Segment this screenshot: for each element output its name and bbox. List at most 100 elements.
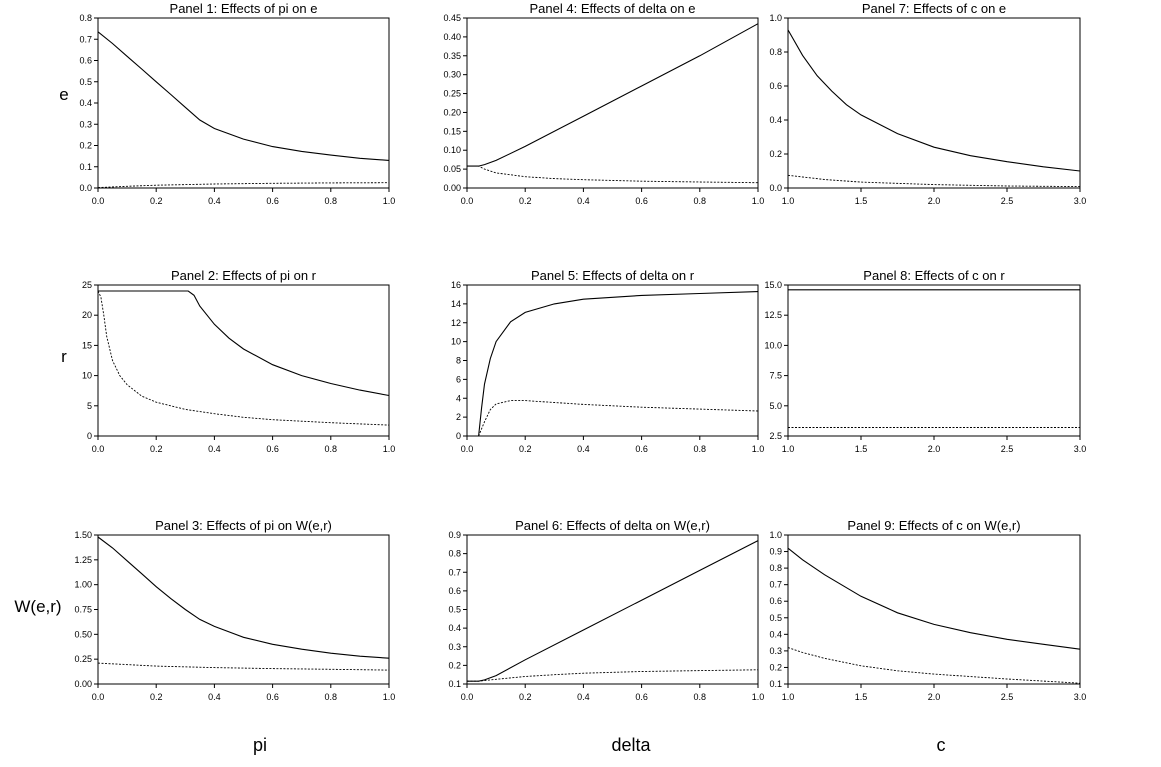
panel-9-ytick-label: 0.9: [769, 547, 782, 557]
panel-9-xtick-label: 1.0: [782, 692, 795, 702]
panel-6-ytick-label: 0.2: [448, 660, 461, 670]
panel-6-xtick-label: 0.6: [635, 692, 648, 702]
panel-9-ytick-label: 0.8: [769, 563, 782, 573]
column-label-c: c: [937, 735, 946, 755]
panel-7-xtick-label: 2.0: [928, 196, 941, 206]
panel-8-title: Panel 8: Effects of c on r: [863, 268, 1005, 283]
panel-5-ytick-label: 10: [451, 337, 461, 347]
panel-3-solid-line: [97, 536, 390, 659]
panel-5-xtick-label: 0.6: [635, 444, 648, 454]
panel-7-title: Panel 7: Effects of c on e: [862, 1, 1006, 16]
panel-2-title: Panel 2: Effects of pi on r: [171, 268, 317, 283]
panel-4-xtick-label: 0.6: [635, 196, 648, 206]
panel-9-ytick-label: 0.6: [769, 596, 782, 606]
panel-9-xtick-label: 3.0: [1074, 692, 1087, 702]
panel-2-xtick-label: 0.2: [150, 444, 163, 454]
panel-8-xtick-label: 3.0: [1074, 444, 1087, 454]
panel-4-ytick-label: 0.45: [443, 13, 461, 23]
panel-7-xtick-label: 3.0: [1074, 196, 1087, 206]
panel-3-xtick-label: 1.0: [383, 692, 396, 702]
panel-2-xtick-label: 0.0: [92, 444, 105, 454]
panel-3-ytick-label: 1.00: [74, 580, 92, 590]
panel-9-xtick-label: 1.5: [855, 692, 868, 702]
panel-3-ytick-label: 0.25: [74, 654, 92, 664]
panel-7-xtick-label: 2.5: [1001, 196, 1014, 206]
panel-5-ytick-label: 6: [456, 374, 461, 384]
panel-3-xtick-label: 0.2: [150, 692, 163, 702]
panel-4-frame: [466, 17, 759, 189]
panel-2-ytick-label: 20: [82, 310, 92, 320]
panel-9-ytick-label: 0.3: [769, 646, 782, 656]
panel-6-xtick-label: 0.2: [519, 692, 532, 702]
panel-5-title: Panel 5: Effects of delta on r: [531, 268, 695, 283]
column-label-pi: pi: [253, 735, 267, 755]
panel-5-xtick-label: 0.2: [519, 444, 532, 454]
panel-6-title: Panel 6: Effects of delta on W(e,r): [515, 518, 710, 533]
panel-6-ytick-label: 0.4: [448, 623, 461, 633]
panel-4-ytick-label: 0.40: [443, 32, 461, 42]
panel-5-solid-line: [478, 291, 759, 437]
panel-6-ytick-label: 0.9: [448, 530, 461, 540]
panel-1-xtick-label: 0.6: [266, 196, 279, 206]
panel-8-xtick-label: 1.5: [855, 444, 868, 454]
panel-4-ytick-label: 0.10: [443, 145, 461, 155]
panel-9-ytick-label: 0.4: [769, 629, 782, 639]
panel-6-ytick-label: 0.3: [448, 642, 461, 652]
panel-7-ytick-label: 0.2: [769, 149, 782, 159]
panel-2-xtick-label: 0.4: [208, 444, 221, 454]
panel-2-xtick-label: 0.6: [266, 444, 279, 454]
panel-5-dashed-line: [478, 400, 759, 437]
panel-8-ytick-label: 15.0: [764, 280, 782, 290]
panel-7-ytick-label: 0.8: [769, 47, 782, 57]
panel-3-ytick-label: 0.75: [74, 605, 92, 615]
panel-5-xtick-label: 0.8: [694, 444, 707, 454]
panel-7-ytick-label: 0.6: [769, 81, 782, 91]
panel-8-xtick-label: 2.0: [928, 444, 941, 454]
panel-1-ytick-label: 0.5: [79, 77, 92, 87]
panel-6-solid-line: [467, 540, 759, 682]
panel-8-ytick-label: 10.0: [764, 340, 782, 350]
panel-5-ytick-label: 0: [456, 431, 461, 441]
panel-9-frame: [787, 534, 1081, 685]
panel-1-xtick-label: 1.0: [383, 196, 396, 206]
panel-9-xtick-label: 2.5: [1001, 692, 1014, 702]
panel-7-solid-line: [787, 29, 1081, 172]
panel-1-solid-line: [97, 31, 390, 161]
panel-1-xtick-label: 0.8: [325, 196, 338, 206]
panel-4-ytick-label: 0.25: [443, 89, 461, 99]
panel-9-ytick-label: 0.5: [769, 613, 782, 623]
panel-4-dashed-line: [467, 165, 759, 184]
panel-1-xtick-label: 0.2: [150, 196, 163, 206]
panel-1-title: Panel 1: Effects of pi on e: [170, 1, 318, 16]
panel-6-ytick-label: 0.6: [448, 586, 461, 596]
panel-1-dashed-line: [97, 182, 390, 189]
panel-4-xtick-label: 0.4: [577, 196, 590, 206]
panel-4-xtick-label: 0.0: [461, 196, 474, 206]
panel-9-ytick-label: 0.7: [769, 580, 782, 590]
panel-4-title: Panel 4: Effects of delta on e: [530, 1, 696, 16]
panel-5-ytick-label: 2: [456, 412, 461, 422]
panel-1-ytick-label: 0.7: [79, 34, 92, 44]
panel-3-title: Panel 3: Effects of pi on W(e,r): [155, 518, 332, 533]
panel-8-frame: [787, 284, 1081, 437]
panel-4-ytick-label: 0.20: [443, 107, 461, 117]
panel-9-ytick-label: 0.2: [769, 662, 782, 672]
panel-2-xtick-label: 0.8: [325, 444, 338, 454]
panel-1-ytick-label: 0.8: [79, 13, 92, 23]
panel-7-frame: [787, 17, 1081, 189]
panel-1-ytick-label: 0.4: [79, 98, 92, 108]
panel-3-ytick-label: 1.50: [74, 530, 92, 540]
panel-9-solid-line: [787, 547, 1081, 650]
panel-3-xtick-label: 0.4: [208, 692, 221, 702]
column-label-delta: delta: [611, 735, 651, 755]
panel-4-xtick-label: 0.2: [519, 196, 532, 206]
panel-7-xtick-label: 1.5: [855, 196, 868, 206]
panel-4-solid-line: [467, 23, 759, 167]
panel-5-ytick-label: 16: [451, 280, 461, 290]
panel-9-xtick-label: 2.0: [928, 692, 941, 702]
panel-5-ytick-label: 12: [451, 318, 461, 328]
panel-6-ytick-label: 0.1: [448, 679, 461, 689]
panel-9-ytick-label: 0.1: [769, 679, 782, 689]
panel-5-ytick-label: 14: [451, 299, 461, 309]
panel-3-ytick-label: 0.00: [74, 679, 92, 689]
